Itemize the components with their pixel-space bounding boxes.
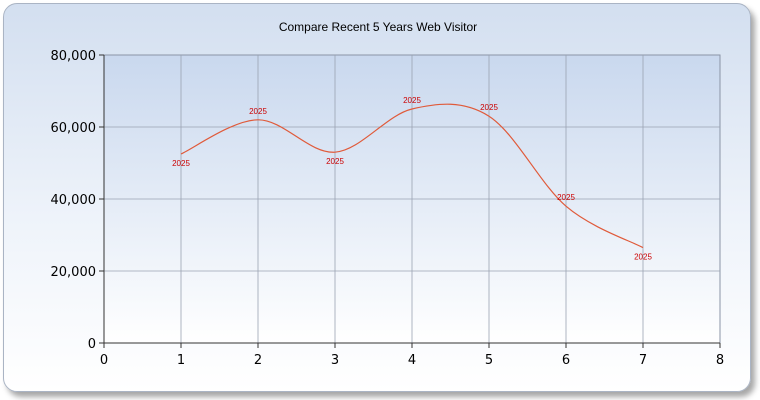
y-tick-label-60000: 60,000	[51, 121, 97, 136]
x-tick-label-1: 1	[177, 353, 185, 368]
data-labels: 2025 2025 2025 2025 2025 2025 2025	[172, 96, 652, 262]
chart-panel: Compare Recent 5 Years Web Visitor 2025 2…	[3, 3, 751, 392]
line-chart: Compare Recent 5 Years Web Visitor 20252…	[51, 20, 725, 368]
x-tick-label-5: 5	[485, 353, 493, 368]
y-tick-label-0: 0	[88, 337, 96, 352]
series-line-0	[180, 103, 644, 249]
data-label-6: 2025	[634, 253, 652, 262]
chart-title: Compare Recent 5 Years Web Visitor	[279, 20, 477, 34]
y-tick-label-80000: 80,000	[51, 49, 97, 64]
axes	[99, 54, 721, 348]
series-layer	[180, 103, 644, 249]
x-tick-label-8: 8	[716, 353, 724, 368]
tick-labels: 0 1 2 3 4 5 6 7 8 0 20,000 40,000 60,000 80,000	[51, 49, 725, 368]
data-label-0: 2025	[172, 159, 190, 168]
grid-lines	[104, 55, 720, 343]
data-label-4: 2025	[480, 103, 498, 112]
data-label-2: 2025	[326, 157, 344, 166]
x-tick-label-0: 0	[100, 353, 108, 368]
data-label-1: 2025	[249, 107, 267, 116]
x-tick-label-3: 3	[331, 353, 339, 368]
x-tick-label-7: 7	[639, 353, 647, 368]
data-label-3: 2025	[403, 96, 421, 105]
data-label-5: 2025	[557, 193, 575, 202]
x-tick-label-2: 2	[254, 353, 262, 368]
y-tick-label-20000: 20,000	[51, 265, 97, 280]
x-tick-label-4: 4	[408, 353, 416, 368]
y-tick-label-40000: 40,000	[51, 193, 97, 208]
x-tick-label-6: 6	[562, 353, 570, 368]
